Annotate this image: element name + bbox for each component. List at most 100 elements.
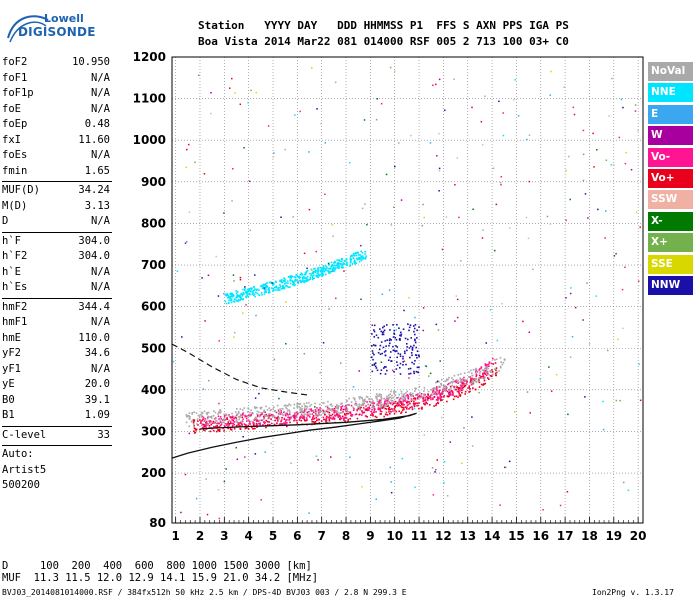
echo-dot [387, 408, 390, 410]
echo-dot [420, 407, 423, 409]
echo-dot [430, 394, 432, 397]
noise-dot [622, 481, 625, 484]
echo-dot [474, 371, 477, 373]
noise-dot [504, 466, 506, 469]
echo-dot [435, 403, 438, 405]
echo-dot [316, 272, 318, 275]
echo-dot [238, 418, 240, 421]
echo-dot [470, 383, 473, 386]
echo-dot [225, 413, 228, 416]
echo-dot [434, 391, 437, 393]
echo-dot [205, 412, 208, 414]
echo-dot [231, 295, 234, 298]
noise-dot [239, 278, 242, 281]
noise-dot [361, 486, 363, 488]
echo-dot [247, 424, 250, 427]
echo-dot [412, 325, 415, 327]
echo-dot [326, 411, 329, 413]
echo-dot [246, 420, 248, 422]
echo-dot [366, 401, 368, 403]
echo-dot [437, 397, 439, 400]
echo-dot [297, 280, 300, 283]
echo-dot [219, 421, 222, 423]
echo-dot [280, 287, 283, 290]
echo-dot [341, 265, 343, 267]
noise-dot [375, 118, 378, 121]
echo-dot [227, 422, 229, 425]
echo-dot [315, 414, 317, 417]
echo-dot [299, 279, 301, 282]
echo-dot [188, 418, 191, 420]
echo-dot [235, 292, 238, 295]
echo-dot [317, 267, 320, 269]
echo-dot [495, 369, 497, 372]
echo-dot [469, 387, 471, 390]
echo-dot [239, 299, 242, 301]
echo-dot [303, 414, 305, 417]
echo-dot [360, 406, 362, 409]
noise-dot [315, 455, 318, 457]
echo-dot [258, 414, 261, 417]
echo-dot [314, 411, 317, 414]
echo-dot [428, 397, 430, 400]
echo-dot [410, 405, 413, 408]
noise-dot [255, 314, 257, 317]
echo-dot [334, 266, 336, 269]
noise-dot [615, 399, 618, 402]
echo-dot [264, 288, 267, 291]
echo-dot [283, 411, 285, 414]
echo-dot [298, 275, 300, 278]
logo-text-digisonde: DIGISONDE [18, 25, 96, 39]
echo-dot [327, 416, 329, 419]
noise-dot [624, 266, 626, 269]
echo-dot [343, 416, 346, 419]
echo-dot [210, 415, 213, 418]
echo-dot [242, 411, 245, 414]
echo-dot [264, 283, 266, 286]
noise-dot [260, 499, 262, 501]
echo-dot [376, 400, 379, 403]
echo-dot [352, 397, 355, 399]
param-separator [2, 297, 112, 299]
echo-dot [424, 397, 427, 399]
echo-dot [345, 259, 348, 261]
echo-dot [482, 384, 484, 386]
echo-dot [241, 412, 244, 415]
noise-dot [202, 388, 205, 390]
echo-dot [239, 428, 242, 431]
echo-dot [449, 392, 451, 394]
echo-dot [330, 403, 333, 405]
echo-dot [408, 326, 411, 329]
echo-dot [392, 336, 395, 338]
noise-dot [622, 106, 624, 109]
echo-dot [215, 420, 218, 422]
echo-dot [299, 408, 302, 411]
noise-dot [569, 198, 571, 201]
echo-dot [356, 251, 359, 254]
echo-dot [256, 406, 258, 409]
echo-dot [388, 342, 391, 345]
echo-dot [304, 272, 307, 274]
param-row-foe: foE N/A [2, 103, 110, 117]
echo-dot [358, 260, 361, 263]
echo-dot [328, 267, 331, 270]
echo-dot [364, 253, 366, 255]
echo-dot [296, 279, 298, 281]
echo-dot [241, 294, 244, 296]
echo-dot [406, 404, 409, 407]
echo-dot [366, 407, 369, 409]
echo-dot [265, 291, 267, 294]
echo-dot [486, 370, 488, 373]
echo-dot [416, 329, 418, 332]
echo-dot [392, 345, 394, 348]
echo-dot [276, 419, 279, 421]
echo-dot [468, 386, 471, 389]
noise-dot [445, 216, 448, 218]
echo-dot [264, 421, 266, 424]
noise-dot [548, 366, 550, 368]
echo-dot [488, 361, 491, 363]
echo-dot [260, 406, 263, 409]
noise-dot [432, 84, 434, 87]
noise-dot [532, 268, 534, 271]
echo-dot [373, 336, 376, 338]
